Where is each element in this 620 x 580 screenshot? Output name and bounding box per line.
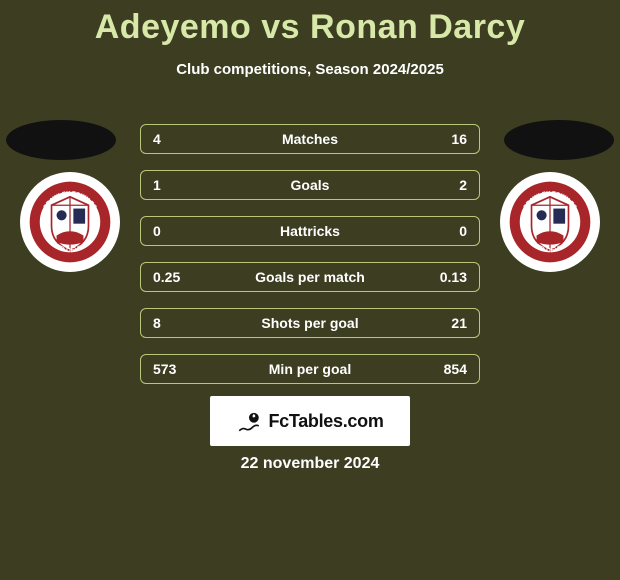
site-logo-text: FcTables.com bbox=[268, 411, 383, 432]
stat-left-value: 1 bbox=[141, 177, 211, 193]
stat-left-value: 0 bbox=[141, 223, 211, 239]
stat-right-value: 21 bbox=[409, 315, 479, 331]
table-row: 0 Hattricks 0 bbox=[140, 216, 480, 246]
stat-right-value: 2 bbox=[409, 177, 479, 193]
site-logo: FcTables.com bbox=[210, 396, 410, 446]
stat-label: Min per goal bbox=[211, 361, 409, 377]
table-row: 8 Shots per goal 21 bbox=[140, 308, 480, 338]
stat-right-value: 16 bbox=[409, 131, 479, 147]
stat-label: Goals bbox=[211, 177, 409, 193]
footer-date: 22 november 2024 bbox=[0, 455, 620, 473]
stat-label: Hattricks bbox=[211, 223, 409, 239]
club-badge-left: CRAWLEY TOWN FC RED DEVILS bbox=[20, 172, 120, 272]
stat-label: Shots per goal bbox=[211, 315, 409, 331]
stat-label: Matches bbox=[211, 131, 409, 147]
table-row: 1 Goals 2 bbox=[140, 170, 480, 200]
player-oval-right bbox=[504, 120, 614, 160]
table-row: 573 Min per goal 854 bbox=[140, 354, 480, 384]
stat-label: Goals per match bbox=[211, 269, 409, 285]
subtitle: Club competitions, Season 2024/2025 bbox=[0, 61, 620, 78]
page-title: Adeyemo vs Ronan Darcy bbox=[0, 0, 620, 47]
stat-right-value: 0.13 bbox=[409, 269, 479, 285]
stat-right-value: 854 bbox=[409, 361, 479, 377]
table-row: 4 Matches 16 bbox=[140, 124, 480, 154]
club-badge-right: CRAWLEY TOWN FC RED DEVILS bbox=[500, 172, 600, 272]
stats-table: 4 Matches 16 1 Goals 2 0 Hattricks 0 0.2… bbox=[140, 124, 480, 400]
stat-left-value: 4 bbox=[141, 131, 211, 147]
stat-right-value: 0 bbox=[409, 223, 479, 239]
player-oval-left bbox=[6, 120, 116, 160]
stat-left-value: 8 bbox=[141, 315, 211, 331]
club-crest-icon: CRAWLEY TOWN FC RED DEVILS bbox=[28, 180, 112, 264]
soccer-ball-icon bbox=[236, 408, 262, 434]
stat-left-value: 0.25 bbox=[141, 269, 211, 285]
table-row: 0.25 Goals per match 0.13 bbox=[140, 262, 480, 292]
stat-left-value: 573 bbox=[141, 361, 211, 377]
club-crest-icon: CRAWLEY TOWN FC RED DEVILS bbox=[508, 180, 592, 264]
